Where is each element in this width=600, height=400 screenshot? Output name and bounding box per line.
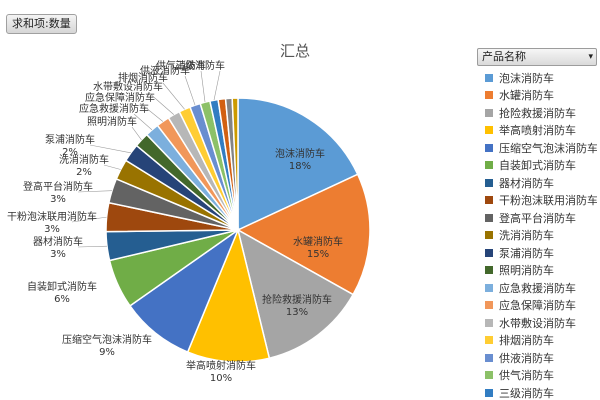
legend-item[interactable]: 泵浦消防车 xyxy=(477,244,597,262)
slice-percent: 18% xyxy=(289,161,311,172)
slice-percent: 9% xyxy=(99,347,115,358)
legend-label: 干粉泡沫联用消防车 xyxy=(499,192,597,208)
slice-label: 照明消防车 xyxy=(87,115,137,128)
legend-label: 抢险救援消防车 xyxy=(499,105,576,121)
slice-percent: 13% xyxy=(286,307,308,318)
legend-item[interactable]: 供气消防车 xyxy=(477,367,597,385)
legend-swatch xyxy=(485,91,493,99)
legend-swatch xyxy=(485,354,493,362)
legend-swatch xyxy=(485,109,493,117)
legend-swatch xyxy=(485,389,493,397)
legend-label: 应急救援消防车 xyxy=(499,280,576,296)
legend-label: 洗消消防车 xyxy=(499,227,554,243)
legend-item[interactable]: 供液消防车 xyxy=(477,349,597,367)
legend-item[interactable]: 水带敷设消防车 xyxy=(477,314,597,332)
legend-item[interactable]: 应急救援消防车 xyxy=(477,279,597,297)
slice-percent: 2% xyxy=(76,167,92,178)
leader-line xyxy=(90,145,131,153)
legend-item[interactable]: 抢险救援消防车 xyxy=(477,104,597,122)
legend-label: 泡沫消防车 xyxy=(499,70,554,86)
legend-swatch xyxy=(485,249,493,257)
legend-swatch xyxy=(485,301,493,309)
legend-item[interactable]: 照明消防车 xyxy=(477,262,597,280)
slice-percent: 6% xyxy=(54,294,70,305)
slice-label: 泵浦消防车 xyxy=(45,133,95,146)
legend-item[interactable]: 洗消消防车 xyxy=(477,227,597,245)
legend-item[interactable]: 器材消防车 xyxy=(477,174,597,192)
legend-label: 水带敷设消防车 xyxy=(499,315,576,331)
slice-label: 登高平台消防车 xyxy=(23,180,93,193)
leader-line xyxy=(201,71,205,102)
legend-item[interactable]: 自装卸式消防车 xyxy=(477,157,597,175)
legend-header-label: 产品名称 xyxy=(482,50,526,63)
slice-percent: 2% xyxy=(62,147,78,158)
legend-label: 排烟消防车 xyxy=(499,332,554,348)
legend-swatch xyxy=(485,161,493,169)
legend-filter-dropdown[interactable]: 产品名称 ▾ xyxy=(477,48,597,66)
legend-swatch xyxy=(485,214,493,222)
slice-label: 水罐消防车 xyxy=(293,235,343,248)
legend-item[interactable]: 压缩空气泡沫消防车 xyxy=(477,139,597,157)
legend-item[interactable]: 应急保障消防车 xyxy=(477,297,597,315)
legend-label: 供液消防车 xyxy=(499,350,554,366)
legend-list: 泡沫消防车水罐消防车抢险救援消防车举高喷射消防车压缩空气泡沫消防车自装卸式消防车… xyxy=(477,69,597,400)
legend-label: 器材消防车 xyxy=(499,175,554,191)
slice-percent: 3% xyxy=(50,194,66,205)
slice-label: 自装卸式消防车 xyxy=(27,280,97,293)
legend-label: 水罐消防车 xyxy=(499,87,554,103)
legend-label: 登高平台消防车 xyxy=(499,210,576,226)
legend-label: 自装卸式消防车 xyxy=(499,157,576,173)
legend-label: 压缩空气泡沫消防车 xyxy=(499,140,597,156)
slice-label: 干粉泡沫联用消防车 xyxy=(7,210,97,223)
legend-swatch xyxy=(485,196,493,204)
legend-label: 泵浦消防车 xyxy=(499,245,554,261)
leader-line xyxy=(214,71,220,100)
legend-swatch xyxy=(485,371,493,379)
legend-label: 照明消防车 xyxy=(499,262,554,278)
slice-percent: 3% xyxy=(44,224,60,235)
legend-item[interactable]: 三级消防车 xyxy=(477,384,597,400)
legend-label: 应急保障消防车 xyxy=(499,297,576,313)
slice-label: 三级消防车 xyxy=(175,59,225,72)
legend-swatch xyxy=(485,126,493,134)
legend-item[interactable]: 登高平台消防车 xyxy=(477,209,597,227)
slice-percent: 15% xyxy=(307,249,329,260)
slice-percent: 10% xyxy=(210,373,232,384)
legend-swatch xyxy=(485,284,493,292)
legend-swatch xyxy=(485,74,493,82)
legend-swatch xyxy=(485,179,493,187)
legend: 产品名称 ▾ 泡沫消防车水罐消防车抢险救援消防车举高喷射消防车压缩空气泡沫消防车… xyxy=(477,48,597,400)
slice-label: 泡沫消防车 xyxy=(275,147,325,160)
slice-percent: 3% xyxy=(50,249,66,260)
legend-label: 举高喷射消防车 xyxy=(499,122,576,138)
legend-label: 供气消防车 xyxy=(499,367,554,383)
chevron-down-icon[interactable]: ▾ xyxy=(588,49,593,65)
legend-item[interactable]: 水罐消防车 xyxy=(477,87,597,105)
legend-item[interactable]: 举高喷射消防车 xyxy=(477,122,597,140)
legend-swatch xyxy=(485,231,493,239)
leader-line xyxy=(132,127,141,140)
legend-label: 三级消防车 xyxy=(499,385,554,400)
slice-label: 抢险救援消防车 xyxy=(262,293,332,306)
slice-label: 举高喷射消防车 xyxy=(186,359,256,372)
leader-line xyxy=(163,83,185,109)
legend-swatch xyxy=(485,319,493,327)
legend-item[interactable]: 干粉泡沫联用消防车 xyxy=(477,192,597,210)
legend-swatch xyxy=(485,336,493,344)
legend-swatch xyxy=(485,144,493,152)
legend-swatch xyxy=(485,266,493,274)
legend-item[interactable]: 排烟消防车 xyxy=(477,332,597,350)
slice-label: 压缩空气泡沫消防车 xyxy=(62,333,152,346)
slice-label: 器材消防车 xyxy=(33,235,83,248)
leader-line xyxy=(185,76,195,105)
legend-item[interactable]: 泡沫消防车 xyxy=(477,69,597,87)
